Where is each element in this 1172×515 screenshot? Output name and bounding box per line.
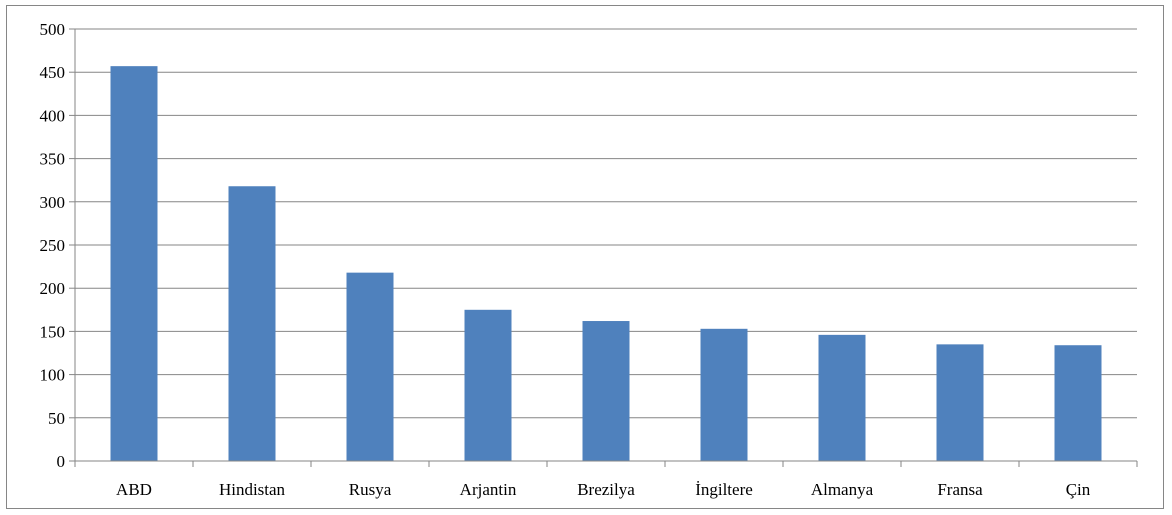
y-tick-label: 400 [40, 106, 66, 125]
bar [818, 334, 866, 461]
y-tick-label: 0 [57, 452, 66, 471]
bar [582, 321, 630, 461]
x-category-label: Arjantin [460, 480, 517, 499]
bar [464, 309, 512, 461]
bar [936, 344, 984, 461]
y-tick-label: 150 [40, 322, 66, 341]
bars [110, 66, 1102, 462]
y-tick-label: 50 [48, 409, 65, 428]
y-tick-label: 450 [40, 63, 66, 82]
y-axis-tick-labels: 0 50 100 150 200 250 300 350 400 450 500 [40, 20, 66, 471]
x-category-label: Brezilya [577, 480, 635, 499]
y-tick-label: 500 [40, 20, 66, 39]
x-category-label: ABD [116, 480, 152, 499]
x-category-label: Rusya [349, 480, 392, 499]
y-tick-label: 350 [40, 150, 66, 169]
y-tick-label: 250 [40, 236, 66, 255]
bar [1054, 345, 1102, 461]
axes [69, 28, 1138, 467]
x-category-label: Almanya [811, 480, 874, 499]
bar [110, 66, 158, 461]
x-category-label: Hindistan [219, 480, 286, 499]
x-category-label: Çin [1066, 480, 1091, 499]
bar [700, 328, 748, 461]
bar [228, 186, 276, 462]
x-category-label: Fransa [937, 480, 983, 499]
y-tick-label: 300 [40, 193, 66, 212]
bar [346, 272, 394, 461]
x-category-label: İngiltere [695, 480, 753, 499]
y-tick-label: 200 [40, 279, 66, 298]
y-tick-label: 100 [40, 366, 66, 385]
x-axis-category-labels: ABD Hindistan Rusya Arjantin Brezilya İngilte… [116, 480, 1091, 499]
